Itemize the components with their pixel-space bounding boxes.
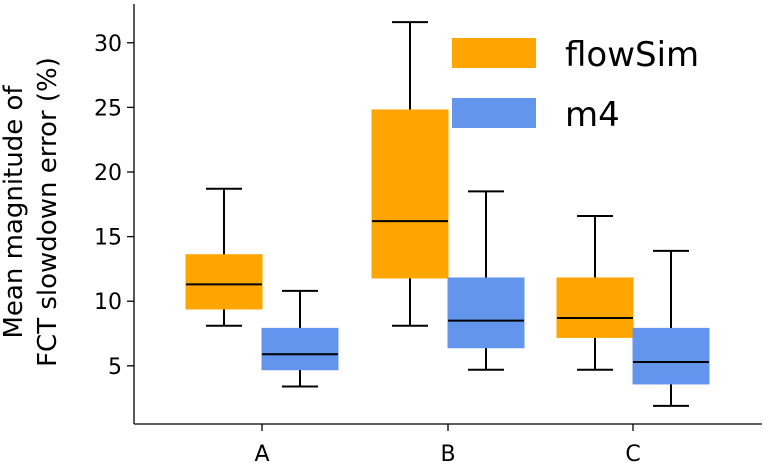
box-body — [185, 254, 263, 310]
x-tick-label: B — [440, 442, 455, 467]
legend: flowSim m4 — [452, 35, 699, 135]
legend-label-m4: m4 — [565, 95, 620, 135]
legend-label-flowSim: flowSim — [565, 35, 699, 75]
box-body — [261, 327, 339, 371]
y-tick-label: 25 — [94, 96, 122, 121]
y-tick-label: 30 — [94, 32, 122, 57]
box-m4-A — [261, 289, 339, 388]
y-tick-label: 15 — [94, 226, 122, 251]
box-m4-B — [447, 190, 525, 371]
plot-area: 5 10 15 20 25 30 A B C — [94, 4, 762, 467]
y-tick-label: 5 — [108, 355, 122, 380]
y-axis-label-line-2: FCT slowdown error (%) — [33, 57, 63, 367]
legend-swatch-m4 — [452, 98, 536, 128]
box-flowSim-C — [556, 214, 634, 371]
box-flowSim-A — [185, 187, 263, 327]
box-body — [371, 109, 449, 279]
box-body — [632, 327, 710, 385]
y-tick-label: 20 — [94, 161, 122, 186]
box-m4-C — [632, 249, 710, 407]
x-tick-label: A — [254, 442, 269, 467]
y-axis-label: Mean magnitude of FCT slowdown error (%) — [0, 57, 63, 367]
y-axis-label-line-1: Mean magnitude of — [0, 85, 29, 339]
box-flowSim-B — [371, 21, 449, 327]
x-tick-label: C — [625, 442, 640, 467]
legend-swatch-flowSim — [452, 38, 536, 68]
box-body — [556, 277, 634, 338]
y-tick-label: 10 — [94, 290, 122, 315]
box-body — [447, 277, 525, 349]
